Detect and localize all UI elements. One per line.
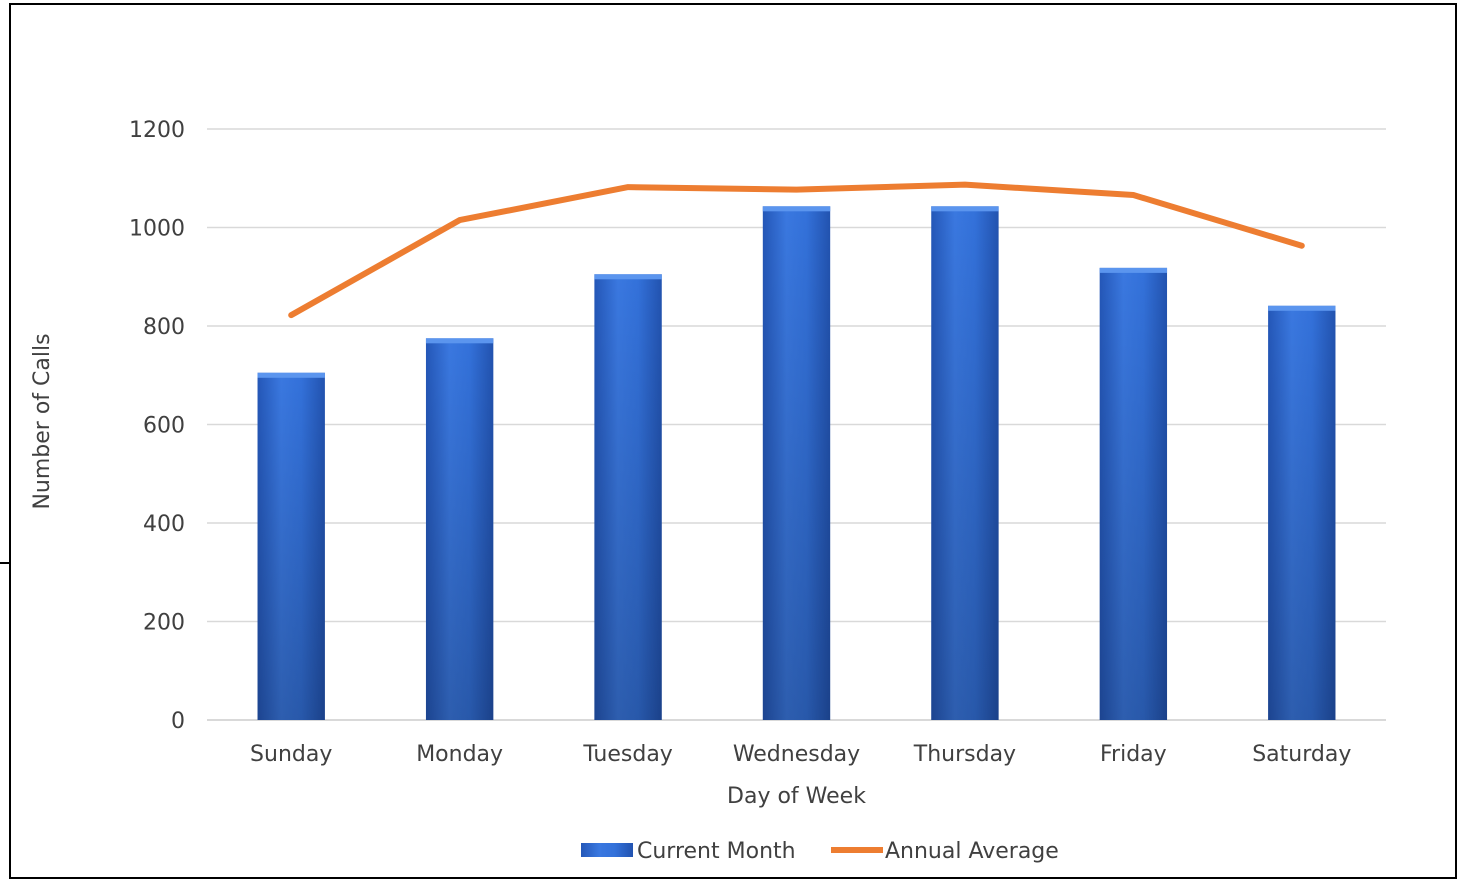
bar-shade [763, 206, 830, 720]
y-axis-ticks: 0 200 400 600 800 1000 1200 [129, 118, 185, 734]
bar-shade [1268, 306, 1335, 720]
bar-wednesday [763, 206, 830, 720]
bar-top-bevel [1100, 268, 1167, 273]
x-tick-label: Thursday [913, 742, 1016, 767]
bar-top-bevel [594, 274, 661, 279]
x-tick-label: Tuesday [582, 742, 673, 767]
legend-label: Annual Average [885, 839, 1059, 864]
bar-saturday [1268, 306, 1335, 720]
y-tick-label: 200 [143, 611, 185, 636]
legend-swatch-bar [581, 843, 633, 857]
bar-tuesday [594, 274, 661, 720]
bar-thursday [931, 206, 998, 720]
bar-shade [426, 338, 493, 720]
x-tick-label: Wednesday [733, 742, 860, 767]
legend-label: Current Month [637, 839, 796, 864]
bar-monday [426, 338, 493, 720]
bar-shade [258, 373, 325, 720]
y-axis-title: Number of Calls [30, 333, 55, 509]
y-tick-label: 1000 [129, 217, 185, 242]
bar-friday [1100, 268, 1167, 720]
x-tick-label: Sunday [250, 742, 332, 767]
page-divider [0, 562, 9, 564]
legend-item-current-month: Current Month [581, 839, 796, 864]
bar-top-bevel [1268, 306, 1335, 311]
x-tick-label: Monday [416, 742, 503, 767]
bar-shade [594, 274, 661, 720]
y-tick-label: 0 [171, 709, 185, 734]
legend-item-annual-average: Annual Average [831, 839, 1059, 864]
y-tick-label: 800 [143, 315, 185, 340]
y-tick-label: 1200 [129, 118, 185, 143]
chart-frame: 0 200 400 600 800 1000 1200 Sunday Monday Tuesda… [9, 3, 1457, 879]
bar-shade [931, 206, 998, 720]
x-axis-ticks: Sunday Monday Tuesday Wednesday Thursday Frid… [250, 742, 1351, 767]
bar-top-bevel [426, 338, 493, 343]
chart-canvas: 0 200 400 600 800 1000 1200 Sunday Monday Tuesda… [11, 5, 1455, 877]
y-tick-label: 600 [143, 414, 185, 439]
bar-top-bevel [763, 206, 830, 211]
x-tick-label: Friday [1100, 742, 1167, 767]
bar-series [258, 206, 1336, 720]
legend: Current Month Annual Average [581, 839, 1059, 864]
y-tick-label: 400 [143, 512, 185, 537]
bar-top-bevel [258, 373, 325, 378]
bar-sunday [258, 373, 325, 720]
bar-shade [1100, 268, 1167, 720]
bar-top-bevel [931, 206, 998, 211]
x-tick-label: Saturday [1252, 742, 1351, 767]
x-axis-title: Day of Week [727, 784, 866, 809]
